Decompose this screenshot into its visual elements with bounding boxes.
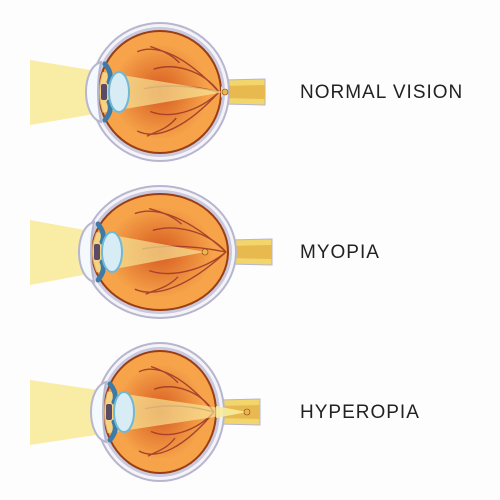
label-myopia: MYOPIA [300,242,380,264]
label-normal: NORMAL VISION [300,82,463,104]
row-normal: NORMAL VISION [0,15,500,170]
vision-diagram: NORMAL VISION [0,0,500,500]
label-hyperopia: HYPEROPIA [300,402,420,424]
row-myopia: MYOPIA [0,175,500,330]
eye-normal [30,15,280,170]
row-hyperopia: HYPEROPIA [0,335,500,490]
eye-myopia [30,175,280,330]
eye-hyperopia [30,335,280,490]
